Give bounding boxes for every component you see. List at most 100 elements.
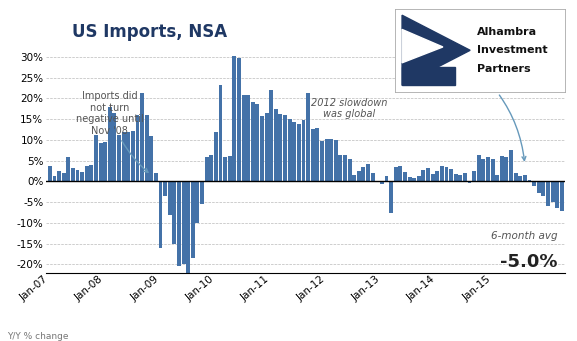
Bar — [375, 181, 379, 182]
Polygon shape — [402, 15, 470, 85]
Bar — [311, 130, 314, 181]
Text: Imports did
not turn
negative until
Nov '08: Imports did not turn negative until Nov … — [76, 91, 148, 173]
Bar — [293, 122, 296, 181]
Text: Investment: Investment — [477, 45, 548, 55]
Bar — [108, 107, 112, 181]
Text: -5.0%: -5.0% — [500, 253, 557, 270]
Bar — [444, 167, 448, 181]
Bar — [366, 164, 370, 181]
Bar — [384, 176, 388, 181]
Bar — [527, 180, 531, 181]
Bar — [279, 114, 282, 181]
Bar — [560, 181, 564, 211]
Bar — [269, 90, 273, 181]
Bar — [122, 132, 126, 181]
Bar — [532, 181, 536, 186]
Bar — [209, 155, 213, 181]
Bar — [555, 181, 559, 208]
Bar — [486, 157, 490, 181]
Bar — [398, 166, 402, 181]
Bar — [205, 157, 209, 181]
Bar — [458, 175, 462, 181]
Bar — [509, 150, 513, 181]
Bar — [523, 175, 527, 181]
Bar — [320, 141, 324, 181]
Bar — [288, 119, 291, 181]
Bar — [380, 181, 384, 184]
Bar — [89, 165, 93, 181]
Bar — [265, 113, 268, 181]
Bar — [62, 173, 66, 181]
Bar — [394, 167, 398, 181]
Bar — [306, 93, 310, 181]
Text: Imports have been
positive in only one
month in 2015 despite
the 'strong dollar': Imports have been positive in only one m… — [419, 45, 530, 161]
Bar — [186, 181, 190, 273]
Bar — [136, 115, 140, 181]
Bar — [329, 139, 333, 181]
Bar — [417, 176, 421, 181]
Bar — [117, 135, 121, 181]
Bar — [334, 140, 338, 181]
Text: Y/Y % change: Y/Y % change — [7, 332, 69, 341]
Bar — [477, 155, 481, 181]
Bar — [140, 93, 144, 181]
Bar — [237, 58, 241, 181]
Bar — [182, 181, 186, 264]
Bar — [353, 175, 356, 181]
Bar — [412, 178, 416, 181]
Bar — [541, 181, 545, 195]
Bar — [246, 95, 250, 181]
Polygon shape — [402, 29, 443, 63]
Bar — [71, 168, 75, 181]
Bar — [550, 181, 554, 202]
Bar — [131, 131, 135, 181]
Bar — [537, 181, 541, 193]
Bar — [490, 159, 494, 181]
Bar — [440, 166, 444, 181]
Bar — [500, 157, 504, 181]
Bar — [454, 174, 458, 181]
Bar — [154, 173, 158, 181]
Bar — [463, 173, 467, 181]
Bar — [348, 159, 351, 181]
Text: 2012 slowdown
was global: 2012 slowdown was global — [312, 98, 388, 119]
Bar — [48, 166, 52, 181]
Bar — [514, 173, 518, 181]
Bar — [325, 139, 328, 181]
Text: Partners: Partners — [477, 64, 531, 74]
Bar — [191, 181, 195, 258]
Bar — [80, 172, 84, 181]
Bar — [362, 167, 365, 181]
Bar — [504, 157, 508, 181]
Bar — [103, 142, 107, 181]
Bar — [472, 170, 476, 181]
Bar — [94, 135, 98, 181]
Bar — [219, 85, 223, 181]
Bar — [126, 132, 130, 181]
Bar — [339, 155, 342, 181]
Bar — [302, 120, 305, 181]
Bar — [76, 170, 80, 181]
Bar — [495, 175, 499, 181]
Bar — [467, 181, 471, 183]
Polygon shape — [402, 67, 455, 85]
Bar — [430, 174, 434, 181]
Bar — [316, 128, 319, 181]
Bar — [173, 181, 177, 244]
Bar — [297, 124, 301, 181]
Bar — [233, 56, 237, 181]
Bar — [421, 170, 425, 181]
Bar — [85, 166, 89, 181]
Bar — [149, 136, 153, 181]
Bar — [546, 181, 550, 206]
Bar — [66, 157, 70, 181]
Bar — [163, 181, 167, 196]
Bar — [242, 94, 245, 181]
Text: Alhambra: Alhambra — [477, 27, 537, 37]
Bar — [57, 171, 61, 181]
Bar — [403, 172, 407, 181]
Text: US Imports, NSA: US Imports, NSA — [72, 24, 227, 41]
Bar — [256, 104, 259, 181]
Bar — [274, 109, 278, 181]
Bar — [177, 181, 181, 266]
